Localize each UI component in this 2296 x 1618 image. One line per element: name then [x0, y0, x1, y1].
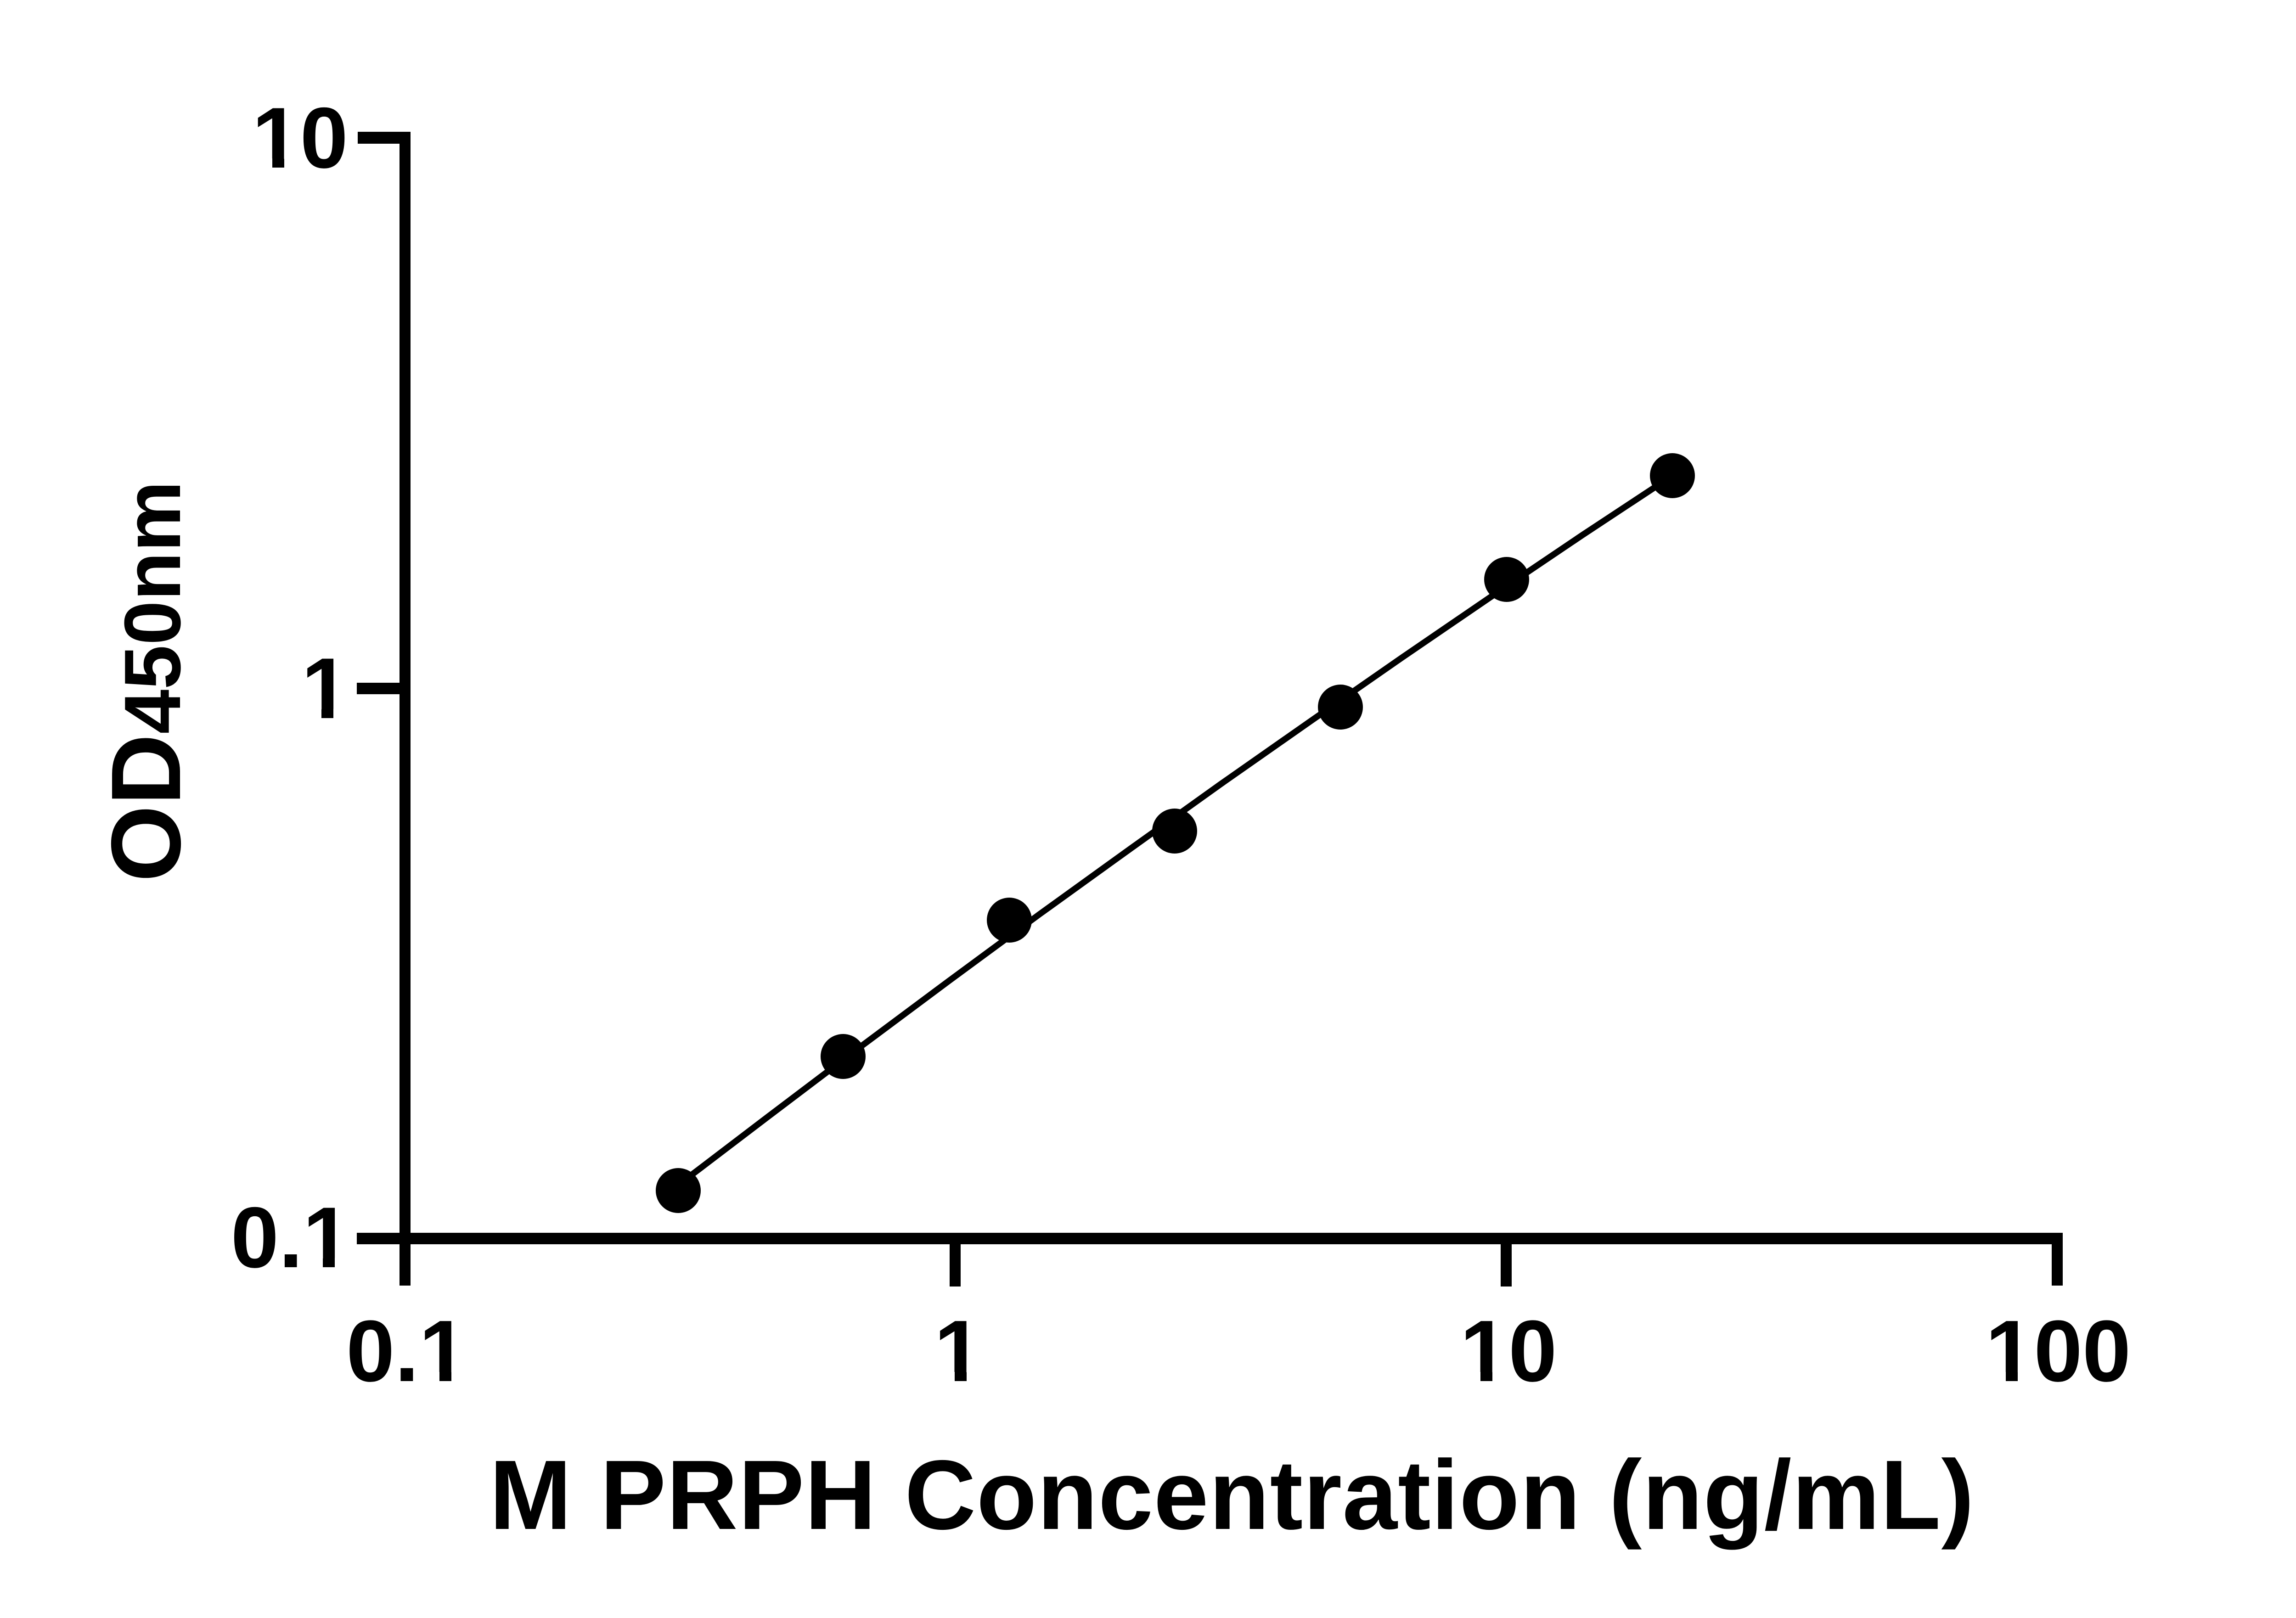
svg-text:1: 1 — [301, 640, 349, 736]
svg-text:0.1: 0.1 — [231, 1189, 351, 1286]
svg-text:0.1: 0.1 — [346, 1303, 467, 1400]
svg-text:OD450nm: OD450nm — [90, 481, 201, 882]
svg-text:10: 10 — [252, 90, 348, 186]
svg-text:M PRPH Concentration (ng/mL): M PRPH Concentration (ng/mL) — [490, 1439, 1975, 1550]
svg-text:100: 100 — [1985, 1303, 2131, 1400]
svg-text:10: 10 — [1460, 1303, 1557, 1400]
svg-text:1: 1 — [934, 1303, 983, 1400]
